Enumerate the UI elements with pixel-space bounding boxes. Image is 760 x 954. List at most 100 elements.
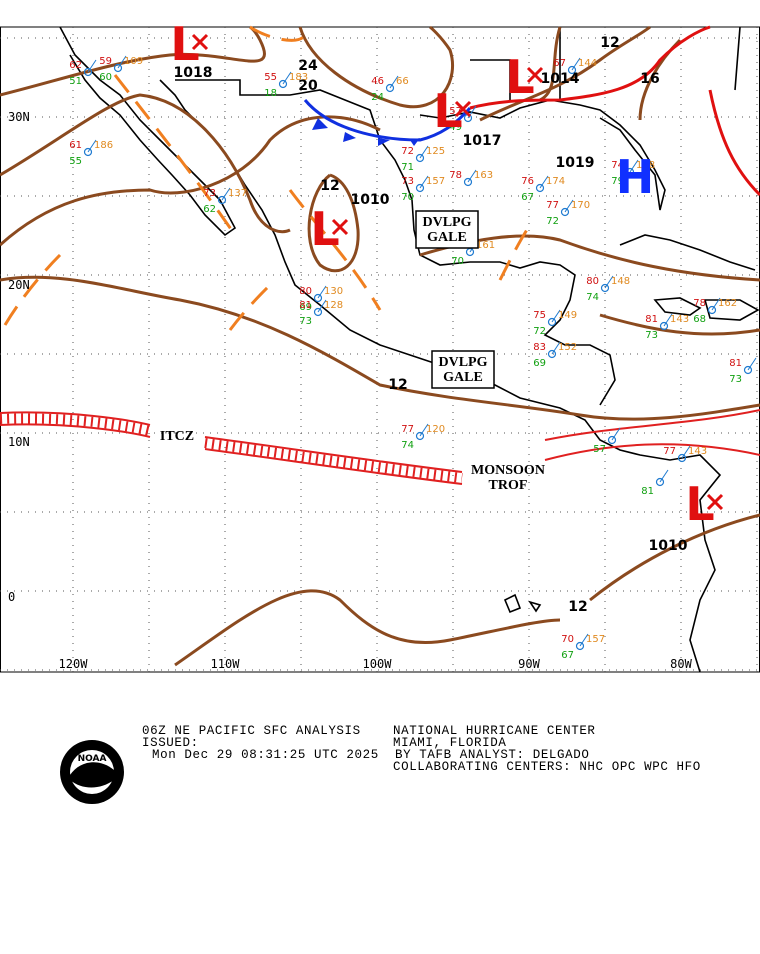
trough xyxy=(498,224,532,281)
isobar xyxy=(298,25,455,109)
wind-barb xyxy=(317,285,327,299)
cold-front xyxy=(303,99,472,142)
footer: NOAA 06Z NE PACIFIC SFC ANALYSIS ISSUED:… xyxy=(60,724,700,804)
station-pressure: 157 xyxy=(426,176,445,187)
station xyxy=(278,79,288,89)
isobar-label: 1010 xyxy=(649,538,688,554)
station-pressure: 128 xyxy=(324,300,343,311)
trough xyxy=(228,283,272,331)
feature-label: DVLPG xyxy=(439,355,488,370)
center-mark xyxy=(454,100,472,118)
isobar-label: 12 xyxy=(568,599,587,615)
station-dewpoint: 18 xyxy=(264,88,277,99)
wind-barb xyxy=(317,299,327,313)
station xyxy=(560,207,570,217)
station xyxy=(313,307,323,317)
station-temp: 81 xyxy=(729,358,742,369)
isobar-label: 24 xyxy=(298,58,318,74)
station-temp: 74 xyxy=(611,160,624,171)
lon-label: 80W xyxy=(670,657,692,671)
footer-time: Mon Dec 29 08:31:25 UTC 2025 xyxy=(152,748,379,762)
pressure-center: L xyxy=(505,50,534,104)
trough xyxy=(3,253,62,326)
station xyxy=(607,435,617,445)
station-temp: 77 xyxy=(546,200,559,211)
station-temp: 73 xyxy=(203,188,216,199)
isobar xyxy=(0,275,760,421)
station-temp: 59 xyxy=(99,56,112,67)
station-dewpoint: 71 xyxy=(401,162,414,173)
coastline xyxy=(653,297,760,321)
pressure-center: L xyxy=(310,202,339,256)
station-dewpoint: 72 xyxy=(546,216,559,227)
station-pressure: 125 xyxy=(426,146,445,157)
isobar-label: 1014 xyxy=(541,71,580,87)
lat-label: 0 xyxy=(8,590,15,604)
wind-barb xyxy=(539,175,549,189)
station xyxy=(415,153,425,163)
lon-label: 90W xyxy=(518,657,540,671)
isobar xyxy=(539,26,562,102)
station-temp: 61 xyxy=(69,140,82,151)
station-dewpoint: 60 xyxy=(99,72,112,83)
station-pressure: 109 xyxy=(124,56,143,67)
station-pressure: 161 xyxy=(476,240,495,251)
station-temp: 77 xyxy=(663,446,676,457)
isobar xyxy=(599,313,760,336)
map: 30N 20N 10N 0 120W 110W 100W 90W 80W 62 51 59 60 109 5… xyxy=(0,17,760,673)
station-dewpoint: 24 xyxy=(371,92,384,103)
station-pressure: 144 xyxy=(578,58,597,69)
station xyxy=(313,293,323,303)
coastline xyxy=(379,139,616,406)
pressure-center: L xyxy=(685,477,714,531)
station-dewpoint: 81 xyxy=(641,486,654,497)
trough xyxy=(113,74,237,236)
station-dewpoint: 74 xyxy=(401,440,414,451)
station-temp: 80 xyxy=(586,276,599,287)
feature-box xyxy=(431,350,495,389)
wind-barb xyxy=(467,169,477,183)
isobar-label: 12 xyxy=(388,377,407,393)
wind-barb xyxy=(564,199,574,213)
wind-barb xyxy=(221,187,231,201)
station xyxy=(600,283,610,293)
station xyxy=(625,167,635,177)
footer-title: 06Z NE PACIFIC SFC ANALYSIS xyxy=(142,724,361,738)
trough xyxy=(288,189,382,311)
station-pressure: 66 xyxy=(396,76,409,87)
center-mark xyxy=(526,66,544,84)
station-temp: 72 xyxy=(401,146,414,157)
station-pressure: 186 xyxy=(94,140,113,151)
itcz-line xyxy=(0,411,151,438)
footer-analyst: BY TAFB ANALYST: DELGADO xyxy=(395,748,589,762)
station-pressure: 163 xyxy=(474,170,493,181)
isobar-label: 12 xyxy=(600,35,619,51)
station xyxy=(83,67,93,77)
itcz-line xyxy=(204,436,463,485)
station xyxy=(655,477,665,487)
footer-location: MIAMI, FLORIDA xyxy=(393,736,506,750)
station-pressure: 120 xyxy=(426,424,445,435)
isobar-label: 20 xyxy=(298,78,318,94)
footer-issued: ISSUED: xyxy=(142,736,199,750)
station xyxy=(547,317,557,327)
pressure-center: H xyxy=(616,150,655,204)
wind-barb xyxy=(551,309,561,323)
station-dewpoint: 51 xyxy=(69,76,82,87)
station-dewpoint: 55 xyxy=(69,156,82,167)
pressure-center: L xyxy=(433,84,462,138)
station xyxy=(415,431,425,441)
wind-barb xyxy=(87,59,97,73)
coastline xyxy=(619,234,756,271)
station-pressure: 143 xyxy=(688,446,707,457)
station-pressure: 149 xyxy=(558,310,577,321)
station-temp: 78 xyxy=(693,298,706,309)
warm-front xyxy=(469,25,711,110)
station-temp: 77 xyxy=(401,424,414,435)
station-temp: 81 xyxy=(299,300,312,311)
wind-barb xyxy=(419,175,429,189)
isobar xyxy=(589,513,760,602)
wind-barb xyxy=(629,159,639,173)
footer-center: NATIONAL HURRICANE CENTER xyxy=(393,724,596,738)
